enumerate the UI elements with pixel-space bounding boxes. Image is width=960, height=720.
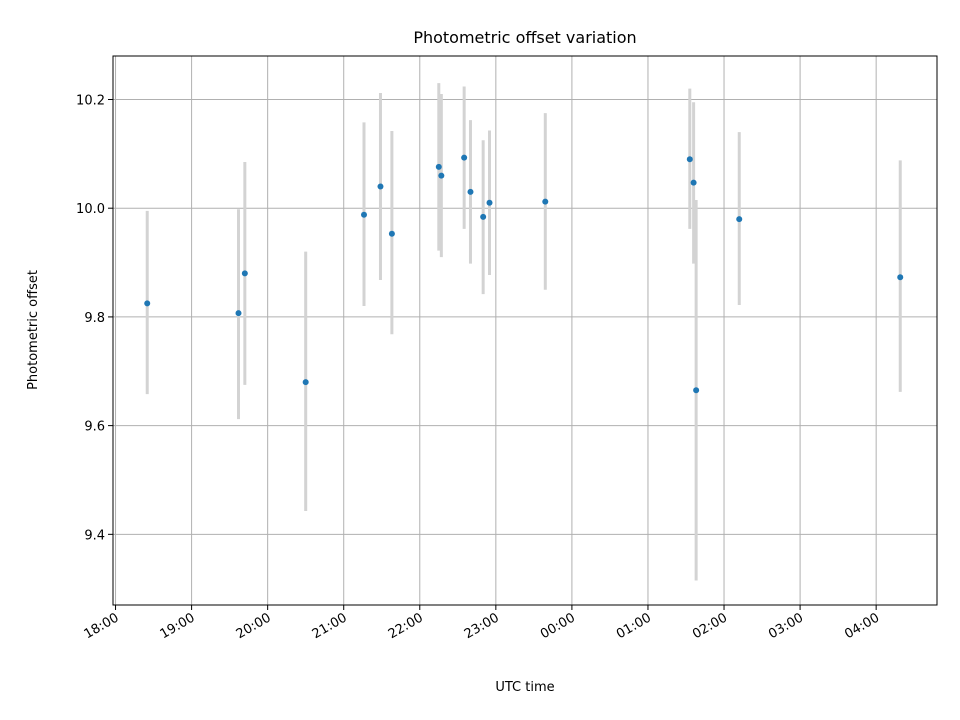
data-point <box>361 211 368 218</box>
x-tick-label: 19:00 <box>158 610 198 642</box>
data-point <box>377 183 384 190</box>
data-point <box>241 270 248 277</box>
y-axis-label: Photometric offset <box>26 270 41 390</box>
grid-lines <box>113 56 937 605</box>
x-tick-label: 00:00 <box>538 610 578 642</box>
x-tick-label: 03:00 <box>766 610 806 642</box>
data-point <box>435 163 442 170</box>
data-point <box>542 198 549 205</box>
x-tick-label: 20:00 <box>234 610 274 642</box>
data-point <box>235 310 242 317</box>
plot-frame <box>112 55 938 606</box>
chart-title: Photometric offset variation <box>413 28 636 47</box>
data-point <box>467 188 474 195</box>
y-tick-label: 9.6 <box>84 420 105 435</box>
x-tick-label: 04:00 <box>842 610 882 642</box>
data-point <box>461 154 468 161</box>
x-tick-label: 21:00 <box>310 610 350 642</box>
data-point <box>897 274 904 281</box>
data-points <box>144 154 904 394</box>
x-tick-label: 01:00 <box>614 610 654 642</box>
data-point <box>480 213 487 220</box>
y-tick-label: 9.4 <box>84 528 105 543</box>
data-point <box>690 179 697 186</box>
data-point <box>736 216 743 223</box>
error-bars <box>145 83 902 581</box>
x-tick-label: 18:00 <box>82 610 122 642</box>
data-point <box>438 172 445 179</box>
x-axis-label: UTC time <box>495 680 554 695</box>
y-tick-label: 9.8 <box>84 311 105 326</box>
data-point <box>693 387 700 394</box>
y-tick-label: 10.2 <box>76 93 105 108</box>
data-point <box>388 230 395 237</box>
y-tick-label: 10.0 <box>76 202 105 217</box>
x-tick-label: 23:00 <box>462 610 502 642</box>
data-point <box>486 199 493 206</box>
data-point <box>302 379 309 386</box>
x-axis-ticks: 18:00 19:00 20:00 21:00 22:00 23:00 00:00 01:00… <box>82 605 882 642</box>
y-axis-ticks: 9.4 9.6 9.8 10.0 10.2 <box>76 93 113 543</box>
x-tick-label: 22:00 <box>386 610 426 642</box>
x-tick-label: 02:00 <box>690 610 730 642</box>
data-point <box>144 300 151 307</box>
data-point <box>686 156 693 163</box>
